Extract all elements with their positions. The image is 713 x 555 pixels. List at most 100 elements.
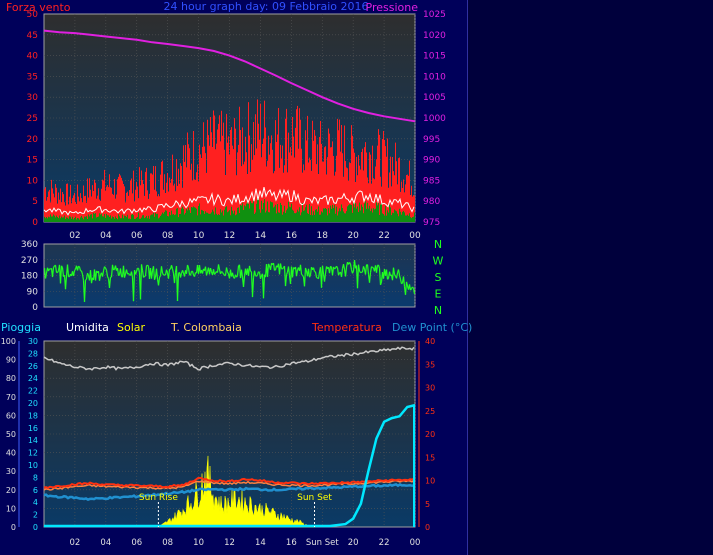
direction-trace (78, 265, 80, 268)
humidity-tick-label: 14 (28, 436, 38, 445)
humidity-tick-label: 6 (33, 486, 38, 495)
hour-tick-label: 22 (379, 538, 390, 548)
t-colombaia-line (43, 479, 415, 491)
direction-trace (104, 266, 106, 269)
direction-trace (60, 265, 64, 268)
pressure-tick-label: 1020 (423, 31, 446, 41)
direction-trace (83, 280, 87, 302)
direction-trace (125, 269, 129, 275)
direction-trace (379, 281, 383, 286)
hour-tick-label: 02 (70, 538, 81, 548)
direction-trace (248, 265, 252, 272)
direction-trace (301, 273, 303, 276)
direction-trace (378, 268, 382, 286)
rain-tick-label: 70 (6, 393, 16, 402)
direction-trace (405, 281, 409, 287)
direction-trace (167, 269, 171, 279)
direction-trace (205, 271, 209, 276)
direction-trace (330, 265, 332, 268)
temp-tick-label: 5 (425, 500, 430, 509)
rain-tick-label: 20 (6, 486, 16, 495)
direction-trace (185, 264, 189, 274)
pressure-tick-label: 1005 (423, 93, 446, 103)
direction-trace (113, 268, 115, 271)
pressure-tick-label: 1015 (423, 52, 446, 62)
direction-trace (157, 277, 161, 286)
direction-trace (181, 270, 185, 274)
direction-trace (104, 267, 108, 271)
direction-trace (295, 269, 299, 277)
direction-trace (176, 273, 180, 302)
direction-trace (336, 267, 340, 276)
compass-label: N (434, 304, 442, 317)
pressure-tick-label: 1010 (423, 72, 446, 82)
hour-tick-label: 00 (410, 538, 421, 548)
hour-tick-label: 02 (69, 231, 80, 241)
dew-point-line (43, 483, 415, 501)
direction-trace (356, 264, 360, 289)
direction-trace (155, 268, 159, 280)
direction-trace (51, 267, 55, 278)
hour-tick-label: 06 (131, 231, 143, 241)
direction-trace (364, 264, 368, 275)
direction-trace (106, 276, 110, 279)
direction-trace (404, 281, 408, 295)
direction-trace (80, 270, 84, 275)
compass-label: N (434, 238, 442, 251)
direction-trace (334, 267, 336, 270)
wind-tick-label: 0 (32, 218, 38, 228)
rain-tick-label: 50 (6, 430, 16, 439)
legend-solar: Solar (117, 321, 146, 334)
direction-trace (301, 274, 305, 278)
pressure-axis-label: Pressione (366, 1, 419, 14)
hour-tick-label: Sun Set (306, 538, 339, 548)
direction-trace (187, 267, 191, 275)
direction-trace (240, 269, 244, 278)
side-background (468, 0, 713, 555)
direction-tick-label: 270 (21, 256, 38, 266)
legend-humidity: Umidita (66, 321, 109, 334)
direction-trace (398, 275, 402, 280)
direction-trace (304, 267, 308, 272)
legend-temperature: Temperatura (311, 321, 382, 334)
direction-tick-label: 360 (21, 240, 38, 250)
direction-trace (105, 269, 109, 277)
direction-trace (279, 263, 283, 269)
direction-trace (349, 264, 353, 270)
sun-marker-label: Sun Rise (139, 493, 178, 503)
direction-trace (98, 274, 102, 281)
direction-trace (116, 267, 120, 276)
direction-trace (331, 266, 335, 276)
direction-trace (402, 276, 406, 287)
direction-trace (385, 269, 389, 280)
direction-trace (366, 264, 370, 275)
direction-trace (303, 267, 307, 287)
wind-average-line (43, 186, 415, 216)
hour-tick-label: 12 (224, 231, 235, 241)
direction-trace (135, 268, 139, 272)
direction-trace (76, 265, 80, 271)
wind-tick-label: 35 (27, 72, 38, 82)
temp-tick-label: 25 (425, 407, 435, 416)
direction-trace (212, 269, 216, 275)
direction-trace (122, 265, 126, 278)
direction-trace (285, 271, 289, 275)
direction-trace (395, 272, 399, 279)
hour-tick-label: 22 (378, 231, 389, 241)
humidity-tick-label: 8 (33, 473, 38, 482)
legend-dew-point: Dew Point (°C) (392, 321, 472, 334)
legend-t-colombaia: T. Colombaia (170, 321, 242, 334)
humidity-tick-label: 16 (28, 424, 38, 433)
direction-trace (140, 264, 144, 271)
direction-trace (189, 271, 193, 276)
direction-trace (108, 277, 112, 289)
direction-tick-label: 0 (32, 303, 38, 313)
humidity-tick-label: 4 (33, 498, 38, 507)
hour-tick-label: 16 (286, 231, 298, 241)
direction-trace (61, 267, 65, 277)
wind-tick-label: 10 (27, 176, 39, 186)
direction-trace (59, 265, 63, 284)
pressure-tick-label: 990 (423, 156, 440, 166)
direction-tick-label: 90 (27, 287, 39, 297)
direction-trace (171, 268, 175, 274)
